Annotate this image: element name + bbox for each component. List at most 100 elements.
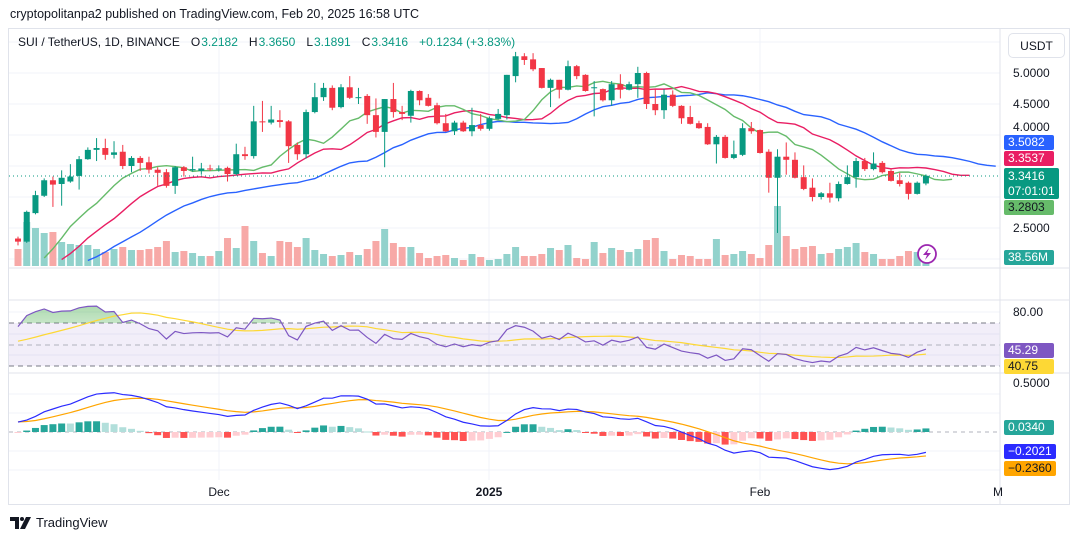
macd-histogram-bar <box>433 432 441 438</box>
candle <box>460 120 467 132</box>
tradingview-logo[interactable]: TradingView <box>10 515 108 530</box>
macd-histogram-bar <box>267 426 275 432</box>
volume-bar <box>66 244 74 266</box>
macd-histogram-bar <box>302 430 310 432</box>
volume-bar <box>337 255 345 266</box>
volume-bar <box>904 251 912 266</box>
candle <box>276 110 283 128</box>
candle <box>599 88 606 102</box>
candle-body <box>512 56 519 77</box>
candle <box>905 181 912 200</box>
macd-histogram-bar <box>547 427 555 432</box>
candle-body <box>145 162 152 170</box>
volume-bar <box>346 252 354 266</box>
macd-histogram-bar <box>23 430 31 432</box>
volume-bar <box>704 259 712 266</box>
macd-histogram-bar <box>328 426 336 432</box>
candle-body <box>739 128 746 155</box>
volume-bar <box>267 256 275 266</box>
candle-body <box>250 121 257 157</box>
candle <box>818 192 825 200</box>
rsi-tick: 80.00 <box>1013 305 1044 319</box>
signal-line-tag: −0.2360 <box>1004 461 1056 476</box>
lips-price-tag: 3.2803 <box>1004 200 1054 215</box>
candle <box>189 156 196 172</box>
volume-bar <box>721 255 729 266</box>
candle <box>521 53 528 65</box>
candle <box>399 105 406 121</box>
macd-line-tag: −0.2021 <box>1004 444 1056 459</box>
macd-histogram-bar <box>84 421 92 432</box>
macd-histogram-bar <box>573 430 581 432</box>
volume-bar <box>110 249 118 266</box>
macd-histogram-bar <box>416 432 424 435</box>
macd-histogram-bar <box>311 427 319 432</box>
high-value: 3.3650 <box>258 35 296 49</box>
macd-histogram-bar <box>608 432 616 436</box>
macd-histogram-bar <box>93 421 101 432</box>
candle-body <box>669 94 676 106</box>
candle <box>102 138 109 160</box>
candle-body <box>634 73 641 85</box>
volume-bar <box>485 260 493 266</box>
candle-body <box>294 144 301 155</box>
volume-bar <box>765 245 773 266</box>
volume-bar <box>817 254 825 266</box>
macd-histogram-bar <box>634 432 642 435</box>
macd-histogram-bar <box>14 432 22 433</box>
candle <box>704 123 711 145</box>
macd-histogram-bar <box>730 432 738 445</box>
candle <box>233 143 240 176</box>
candle-body <box>111 152 118 155</box>
volume-bar <box>599 253 607 266</box>
macd-hist-tag: 0.0340 <box>1004 420 1054 435</box>
macd-histogram-bar <box>739 432 747 441</box>
candle <box>154 167 161 186</box>
candle <box>643 71 650 109</box>
brand-name: TradingView <box>36 515 108 530</box>
candle <box>556 79 563 99</box>
symbol-name[interactable]: SUI / TetherUS, 1D, BINANCE <box>18 35 180 49</box>
candle <box>564 60 571 91</box>
volume-bar <box>442 255 450 266</box>
candle-body <box>224 167 231 175</box>
candle-body <box>372 115 379 132</box>
volume-bar <box>232 248 240 266</box>
lightning-icon[interactable] <box>917 244 937 264</box>
macd-histogram-bar <box>66 423 74 432</box>
volume-bar <box>581 259 589 266</box>
candle-body <box>538 68 545 88</box>
candle-body <box>800 177 807 189</box>
macd-histogram-bar <box>704 432 712 444</box>
candle-body <box>495 113 502 119</box>
candle <box>294 142 301 160</box>
volume-bar <box>747 254 755 266</box>
candle <box>364 94 371 124</box>
candle-body <box>774 156 781 178</box>
volume-bar <box>634 249 642 266</box>
candle <box>390 82 397 118</box>
volume-bar <box>643 240 651 266</box>
volume-bar <box>215 251 223 266</box>
macd-histogram-bar <box>494 432 502 438</box>
volume-bar <box>870 254 878 266</box>
candle <box>355 87 362 104</box>
candle-body <box>154 169 161 173</box>
time-label-dec: Dec <box>208 485 230 499</box>
candle-body <box>730 154 737 158</box>
rsi-value-tag: 45.29 <box>1004 343 1054 358</box>
volume-bar <box>293 247 301 266</box>
macd-histogram-bar <box>442 432 450 440</box>
candle <box>547 78 554 108</box>
macd-histogram-bar <box>782 432 790 439</box>
volume-bar <box>276 241 284 266</box>
macd-histogram-bar <box>276 426 284 432</box>
volume-bar <box>416 253 424 266</box>
candle <box>896 172 903 187</box>
volume-bar <box>739 251 747 266</box>
currency-button[interactable]: USDT <box>1008 33 1065 58</box>
candle <box>451 120 458 135</box>
candle <box>250 105 257 159</box>
volume-bar <box>451 258 458 266</box>
